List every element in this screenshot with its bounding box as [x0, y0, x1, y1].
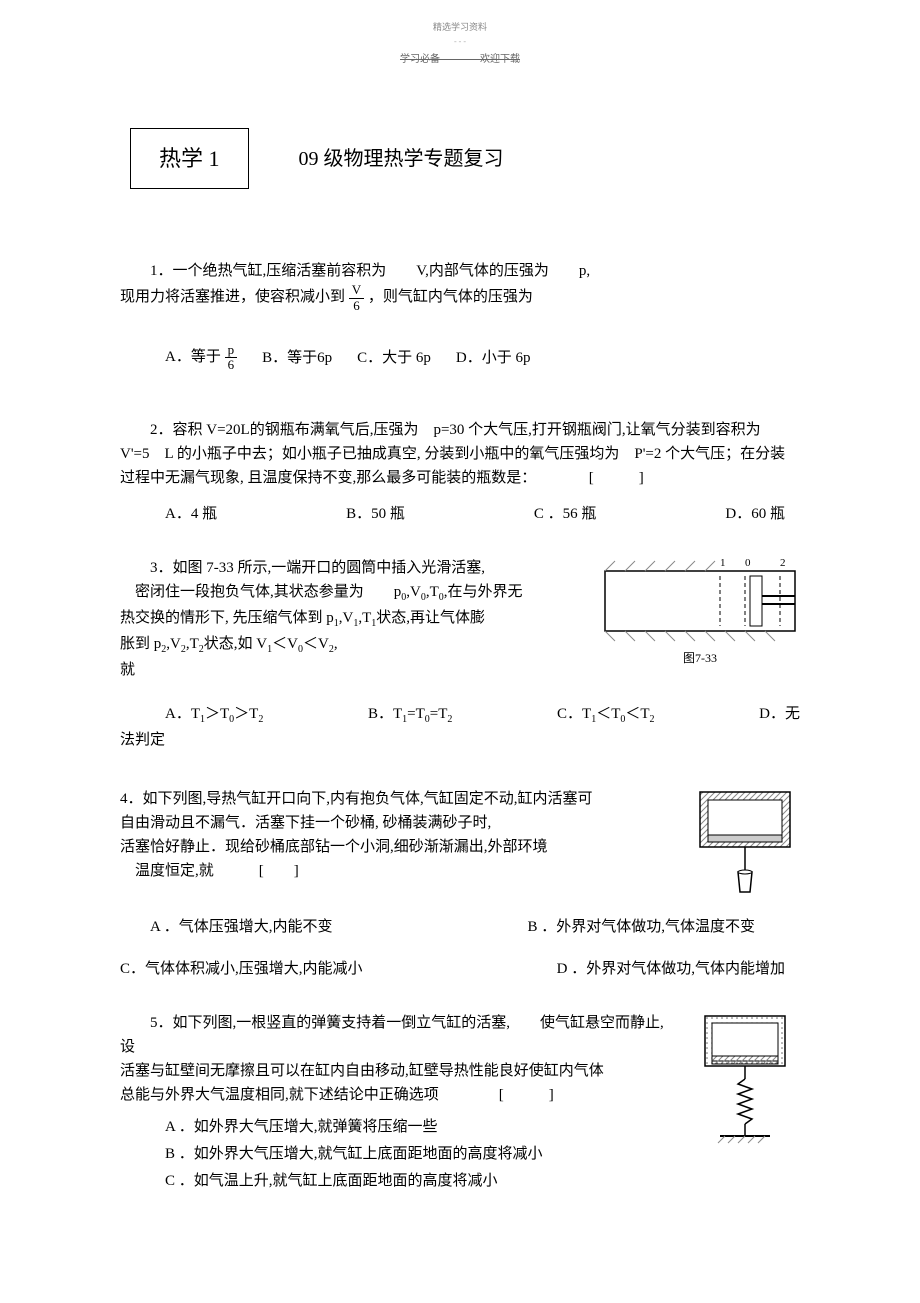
- header-watermark-2: - - -: [0, 36, 920, 49]
- q3-l3-pre: 热交换的情形下, 先压缩气体到 p: [120, 610, 334, 626]
- q3-l4-pre: 胀到 p: [120, 636, 161, 652]
- q3-optA: A．T1＞T0＞T2: [165, 702, 263, 728]
- q1-optA-num: p: [225, 343, 238, 358]
- q3-optC: C．T1＜T0＜T2: [557, 702, 655, 728]
- figure-7-33: 1 0 2: [600, 556, 800, 668]
- q1-line2-post: ，则气缸内气体的压强为: [368, 290, 533, 306]
- q3-l3-post: 状态,再让气体膨: [376, 610, 485, 626]
- q3-oA-s2: 2: [258, 714, 263, 725]
- content-area: 1．一个绝热气缸,压缩活塞前容积为 V,内部气体的压强为 p, 现用力将活塞推进…: [0, 259, 920, 1192]
- q2-optD: D．60 瓶: [725, 502, 785, 526]
- q3-l4-post: ,: [334, 636, 338, 652]
- q1-line2: 现用力将活塞推进，使容积减小到 V 6 ，则气缸内气体的压强为: [120, 283, 800, 313]
- q3-optB: B．T1=T0=T2: [368, 702, 452, 728]
- q5-optC: C ．如气温上升,就气缸上底面距地面的高度将减小: [165, 1169, 800, 1193]
- q4-optC: C．气体体积减小,压强增大,内能减小: [120, 957, 363, 981]
- title-main: 09 级物理热学专题复习: [299, 143, 504, 175]
- q3-oC-m: ＜T: [596, 706, 620, 722]
- q4-optD: D ．外界对气体做功,气体内能增加: [557, 957, 785, 981]
- q1-frac: V 6: [349, 283, 364, 313]
- q3-l4-lt2: ＜V: [303, 636, 329, 652]
- figure-q4: [690, 787, 800, 915]
- q2-optC: C ．56 瓶: [534, 502, 597, 526]
- q3-oC-m2: ＜T: [625, 706, 649, 722]
- header-strike: 学习必备————欢迎下载: [0, 52, 920, 68]
- title-row: 热学 1 09 级物理热学专题复习: [130, 128, 920, 189]
- q3-optD-line2: 法判定: [120, 728, 800, 752]
- header-watermark-1: 精选学习资料: [0, 20, 920, 34]
- q3-l2-m2: ,T: [426, 584, 439, 600]
- q3-oC-s2: 2: [650, 714, 655, 725]
- figure-q5-svg: [690, 1011, 800, 1151]
- q4-optA: A ．气体压强增大,内能不变: [150, 915, 333, 939]
- figure-7-33-svg: 1 0 2: [600, 556, 800, 646]
- q2-text: 2．容积 V=20L的钢瓶布满氧气后,压强为 p=30 个大气压,打开钢瓶阀门,…: [120, 418, 800, 490]
- q4-options-row2: C．气体体积减小,压强增大,内能减小 D ．外界对气体做功,气体内能增加: [120, 957, 800, 981]
- q3-l2-m: ,V: [406, 584, 421, 600]
- q1-optC: C．大于 6p: [357, 346, 431, 370]
- q3-oA-pre: A．T: [165, 706, 200, 722]
- q4-optB: B ．外界对气体做功,气体温度不变: [527, 915, 755, 939]
- q3-l4-m1: ,V: [166, 636, 181, 652]
- q1-optA: A．等于 p 6: [165, 343, 237, 373]
- q3-oA-m: ＞T: [205, 706, 229, 722]
- q3-l2-pre: 密闭住一段抱负气体,其状态参量为 p: [120, 584, 401, 600]
- q3-oB-m2: =T: [430, 706, 448, 722]
- figure-q4-svg: [690, 787, 800, 907]
- q3-l2-post: ,在与外界无: [444, 584, 523, 600]
- q1-optB: B．等于6p: [262, 346, 332, 370]
- q1-optA-frac: p 6: [225, 343, 238, 373]
- fig-num-1: 1: [720, 557, 726, 569]
- q1-frac-den: 6: [349, 299, 364, 313]
- q3-options: A．T1＞T0＞T2 B．T1=T0=T2 C．T1＜T0＜T2 D．无: [120, 702, 800, 728]
- fig-num-2: 2: [780, 557, 786, 569]
- q1-frac-num: V: [349, 283, 364, 298]
- q3-l3-m1: ,V: [339, 610, 354, 626]
- q1-line1: 1．一个绝热气缸,压缩活塞前容积为 V,内部气体的压强为 p,: [120, 259, 800, 283]
- q3-l4-lt1: ＜V: [272, 636, 298, 652]
- q4-options-row1: A ．气体压强增大,内能不变 B ．外界对气体做功,气体温度不变: [120, 915, 800, 939]
- q1-options: A．等于 p 6 B．等于6p C．大于 6p D．小于 6p: [165, 343, 800, 373]
- q1-optD: D．小于 6p: [456, 346, 531, 370]
- q1-line2-pre: 现用力将活塞推进，使容积减小到: [120, 290, 345, 306]
- q3-l3-m2: ,T: [358, 610, 371, 626]
- q3-oB-pre: B．T: [368, 706, 402, 722]
- q2-options: A．4 瓶 B．50 瓶 C ．56 瓶 D．60 瓶: [120, 502, 800, 526]
- q3-oA-m2: ＞T: [234, 706, 258, 722]
- q2-optB: B．50 瓶: [346, 502, 405, 526]
- q3-l4-m2: ,T: [186, 636, 199, 652]
- question-5: 5．如下列图,一根竖直的弹簧支持着一倒立气缸的活塞, 使气缸悬空而静止,设 活塞…: [120, 1011, 800, 1193]
- q1-optA-pre: A．等于: [165, 349, 221, 365]
- fig-num-0: 0: [745, 557, 751, 569]
- q3-optD: D．无: [759, 702, 800, 728]
- question-3: 1 0 2: [120, 556, 800, 752]
- figure-q5: [690, 1011, 800, 1159]
- question-2: 2．容积 V=20L的钢瓶布满氧气后,压强为 p=30 个大气压,打开钢瓶阀门,…: [120, 418, 800, 526]
- title-box: 热学 1: [130, 128, 249, 189]
- q3-oC-pre: C．T: [557, 706, 591, 722]
- q3-l4-m3: 状态,如 V: [204, 636, 267, 652]
- q2-optA: A．4 瓶: [165, 502, 217, 526]
- q3-oB-m: =T: [407, 706, 425, 722]
- q1-optA-den: 6: [225, 358, 238, 372]
- q3-oB-s2: 2: [447, 714, 452, 725]
- figure-7-33-label: 图7-33: [600, 649, 800, 668]
- question-1: 1．一个绝热气缸,压缩活塞前容积为 V,内部气体的压强为 p, 现用力将活塞推进…: [120, 259, 800, 372]
- question-4: 4．如下列图,导热气缸开口向下,内有抱负气体,气缸固定不动,缸内活塞可 自由滑动…: [120, 787, 800, 981]
